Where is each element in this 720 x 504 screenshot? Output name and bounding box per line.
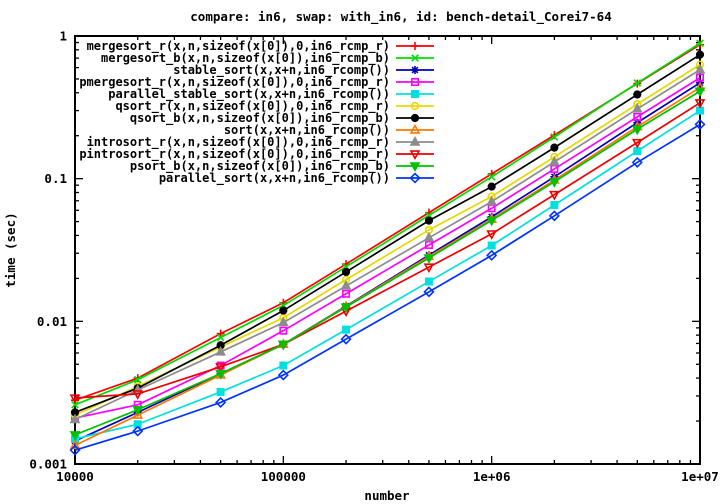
series-line bbox=[74, 102, 701, 399]
legend-label: parallel_sort(x,x+n,in6_rcomp()) bbox=[159, 171, 390, 186]
legend-label: qsort_b(x,n,sizeof(x[0]),in6_rcmp_b) bbox=[130, 111, 390, 126]
legend-label: mergesort_b(x,n,sizeof(x[0]),in6_rcmp_b) bbox=[101, 51, 390, 66]
legend-item-4: parallel_stable_sort(x,x+n,in6_rcomp()) bbox=[108, 87, 434, 102]
x-axis-label: number bbox=[364, 488, 410, 503]
legend: mergesort_r(x,n,sizeof(x[0]),0,in6_rcmp_… bbox=[79, 39, 434, 186]
series-1 bbox=[71, 39, 704, 409]
legend-item-5: qsort_r(x,n,sizeof(x[0]),0,in6_rcmp_r) bbox=[115, 99, 434, 114]
series-10 bbox=[69, 87, 706, 441]
series-line bbox=[74, 86, 701, 447]
legend-item-1: mergesort_b(x,n,sizeof(x[0]),in6_rcmp_b) bbox=[101, 51, 434, 66]
legend-label: stable_sort(x,x+n,in6_rcomp()) bbox=[173, 63, 390, 78]
y-tick-label: 0.1 bbox=[44, 171, 67, 186]
series-6 bbox=[70, 50, 705, 417]
series-line bbox=[74, 69, 701, 421]
legend-label: mergesort_r(x,n,sizeof(x[0]),0,in6_rcmp_… bbox=[87, 39, 390, 54]
series-line bbox=[74, 123, 701, 451]
legend-item-6: qsort_b(x,n,sizeof(x[0]),in6_rcmp_b) bbox=[130, 111, 434, 126]
legend-item-10: psort_b(x,n,sizeof(x[0]),in6_rcmp_b) bbox=[130, 159, 434, 174]
x-tick-label: 1e+06 bbox=[473, 469, 511, 484]
series-11 bbox=[69, 118, 706, 456]
series-8 bbox=[69, 63, 706, 424]
series-line bbox=[74, 109, 701, 440]
y-tick-label: 0.01 bbox=[37, 314, 67, 329]
legend-item-11: parallel_sort(x,x+n,in6_rcomp()) bbox=[159, 171, 434, 186]
y-tick-label: 0.001 bbox=[29, 457, 67, 472]
legend-item-7: sort(x,x+n,in6_rcomp()) bbox=[224, 123, 434, 138]
y-tick-label: 1 bbox=[59, 29, 67, 44]
legend-label: introsort_r(x,n,sizeof(x[0]),0,in6_rcmp_… bbox=[87, 135, 390, 150]
series-line bbox=[74, 42, 701, 406]
legend-item-0: mergesort_r(x,n,sizeof(x[0]),0,in6_rcmp_… bbox=[87, 39, 434, 54]
legend-label: psort_b(x,n,sizeof(x[0]),in6_rcmp_b) bbox=[130, 159, 390, 174]
legend-label: qsort_r(x,n,sizeof(x[0]),0,in6_rcmp_r) bbox=[115, 99, 390, 114]
chart-title: compare: in6, swap: with_in6, id: bench-… bbox=[190, 9, 611, 25]
series-line bbox=[74, 90, 701, 436]
legend-label: pintrosort_r(x,n,sizeof(x[0]),0,in6_rcmp… bbox=[79, 147, 390, 162]
series-line bbox=[74, 76, 701, 419]
legend-item-2: stable_sort(x,x+n,in6_rcomp()) bbox=[173, 63, 434, 78]
x-tick-label: 1e+07 bbox=[681, 469, 719, 484]
legend-item-8: introsort_r(x,n,sizeof(x[0]),0,in6_rcmp_… bbox=[87, 135, 434, 150]
legend-label: sort(x,x+n,in6_rcomp()) bbox=[224, 123, 390, 138]
legend-label: parallel_stable_sort(x,x+n,in6_rcomp()) bbox=[108, 87, 390, 102]
legend-label: pmergesort_r(x,n,sizeof(x[0]),0,in6_rcmp… bbox=[79, 75, 390, 90]
x-tick-label: 100000 bbox=[261, 469, 306, 484]
plot-border bbox=[74, 35, 701, 465]
x-tick-label: 10000 bbox=[56, 469, 94, 484]
y-axis-label: time (sec) bbox=[3, 212, 18, 287]
series-line bbox=[74, 53, 701, 414]
legend-item-3: pmergesort_r(x,n,sizeof(x[0]),0,in6_rcmp… bbox=[79, 75, 434, 90]
legend-item-9: pintrosort_r(x,n,sizeof(x[0]),0,in6_rcmp… bbox=[79, 147, 434, 162]
